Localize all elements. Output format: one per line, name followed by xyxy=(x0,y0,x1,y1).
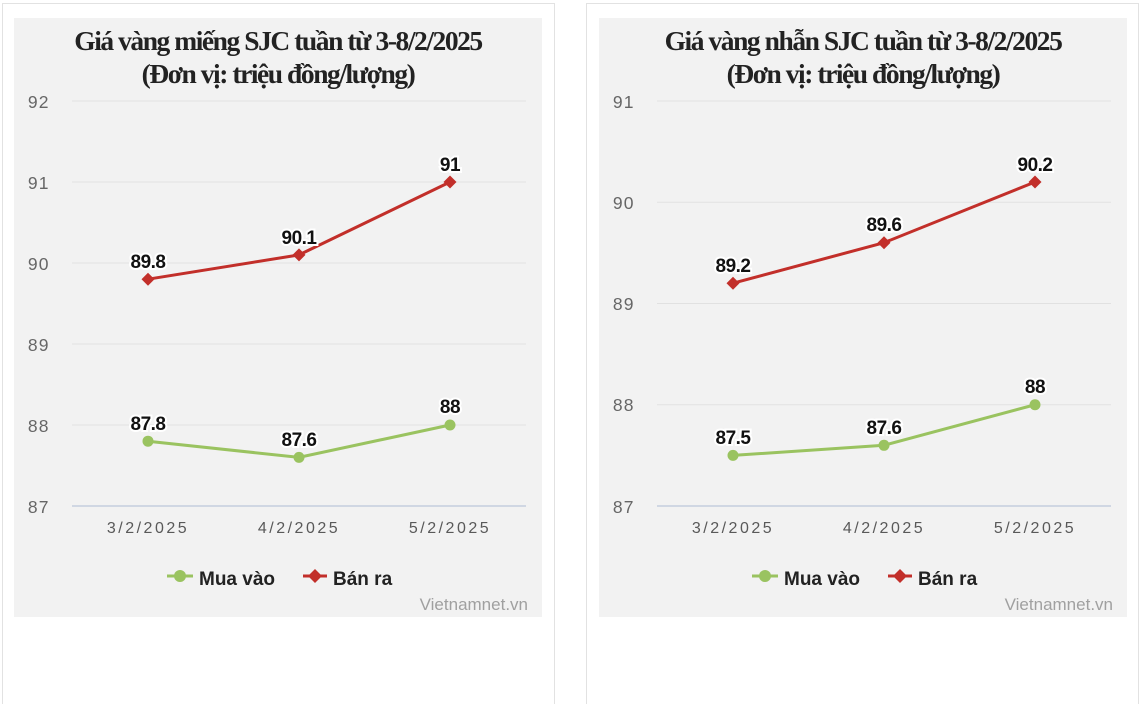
svg-text:87: 87 xyxy=(28,497,50,517)
svg-text:Mua vào: Mua vào xyxy=(784,569,860,590)
svg-text:Bán ra: Bán ra xyxy=(333,569,393,590)
svg-text:89.2: 89.2 xyxy=(716,256,751,277)
svg-text:89.6: 89.6 xyxy=(867,215,902,236)
svg-text:(Đơn vị: triệu đồng/lượng): (Đơn vị: triệu đồng/lượng) xyxy=(727,58,1000,89)
svg-text:90: 90 xyxy=(28,254,50,274)
svg-text:92: 92 xyxy=(28,92,50,112)
svg-text:4/2/2025: 4/2/2025 xyxy=(843,520,925,537)
svg-text:Mua vào: Mua vào xyxy=(199,569,275,590)
svg-text:Giá vàng miếng SJC tuần từ 3-8: Giá vàng miếng SJC tuần từ 3-8/2/2025 xyxy=(74,25,482,56)
svg-text:89: 89 xyxy=(28,335,50,355)
svg-text:5/2/2025: 5/2/2025 xyxy=(994,520,1076,537)
svg-text:Vietnamnet.vn: Vietnamnet.vn xyxy=(1005,595,1113,614)
svg-text:89: 89 xyxy=(613,294,635,314)
svg-text:3/2/2025: 3/2/2025 xyxy=(692,520,774,537)
svg-text:87.5: 87.5 xyxy=(716,428,752,449)
svg-text:91: 91 xyxy=(613,92,635,112)
svg-text:4/2/2025: 4/2/2025 xyxy=(258,520,340,537)
svg-text:5/2/2025: 5/2/2025 xyxy=(409,520,491,537)
svg-text:89.8: 89.8 xyxy=(131,252,166,273)
svg-text:88: 88 xyxy=(613,395,635,415)
svg-text:Bán ra: Bán ra xyxy=(918,569,978,590)
svg-text:88: 88 xyxy=(440,397,460,418)
svg-text:87.6: 87.6 xyxy=(867,418,902,439)
svg-text:87.8: 87.8 xyxy=(131,414,166,435)
svg-text:90.2: 90.2 xyxy=(1018,155,1053,176)
svg-text:88: 88 xyxy=(1025,377,1045,398)
svg-text:91: 91 xyxy=(28,173,50,193)
svg-text:(Đơn vị: triệu đồng/lượng): (Đơn vị: triệu đồng/lượng) xyxy=(142,58,415,89)
svg-text:88: 88 xyxy=(28,416,50,436)
svg-text:3/2/2025: 3/2/2025 xyxy=(107,520,189,537)
svg-text:87.6: 87.6 xyxy=(282,430,317,451)
svg-text:90: 90 xyxy=(613,193,635,213)
svg-text:Giá vàng nhẫn SJC tuần từ 3-8/: Giá vàng nhẫn SJC tuần từ 3-8/2/2025 xyxy=(665,25,1062,56)
svg-text:Vietnamnet.vn: Vietnamnet.vn xyxy=(420,595,528,614)
svg-text:90.1: 90.1 xyxy=(282,228,318,249)
svg-text:91: 91 xyxy=(440,155,461,176)
svg-text:87: 87 xyxy=(613,497,635,517)
